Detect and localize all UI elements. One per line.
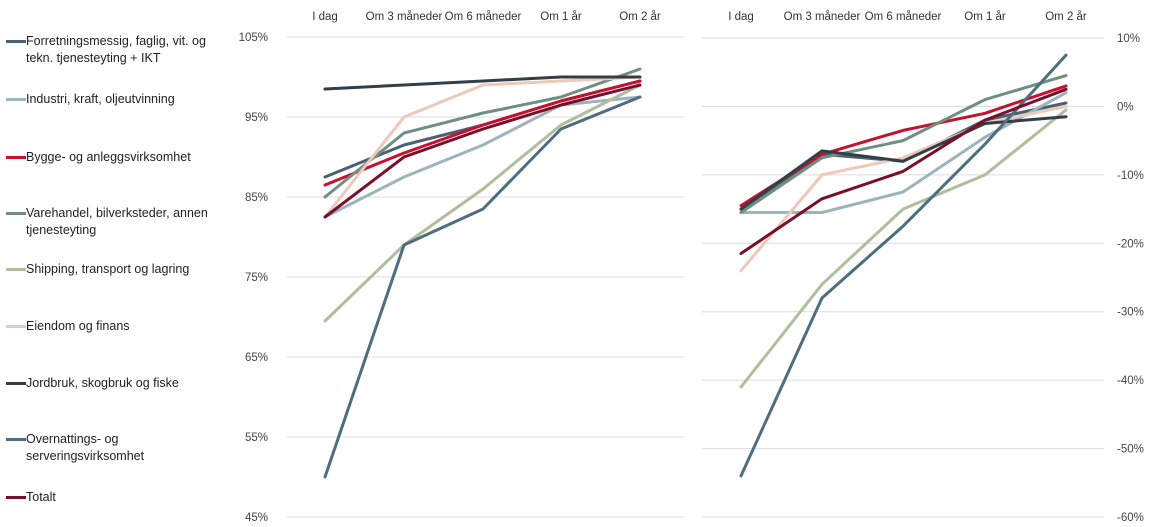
y-tick-label: -20% — [1117, 238, 1144, 250]
x-tick-label: Om 2 år — [1045, 11, 1087, 23]
legend-swatch — [6, 382, 26, 385]
x-tick-label: Om 2 år — [619, 11, 661, 23]
legend-item: Totalt — [6, 489, 231, 506]
series-line — [323, 75, 642, 219]
series-line — [323, 83, 642, 219]
y-tick-label: 10% — [1117, 33, 1140, 45]
series-line — [323, 67, 642, 199]
series-line — [739, 104, 1068, 273]
y-tick-label: 55% — [245, 432, 268, 444]
legend-swatch — [6, 156, 26, 159]
legend-swatch — [6, 268, 26, 271]
y-tick-label: -60% — [1117, 512, 1144, 524]
x-tick-label: Om 3 måneder — [784, 11, 861, 23]
y-tick-label: -30% — [1117, 307, 1144, 319]
y-tick-label: 45% — [245, 512, 268, 524]
legend-swatch — [6, 325, 26, 328]
y-tick-label: 95% — [245, 112, 268, 124]
legend: Forretningsmessig, faglig, vit. og tekn.… — [0, 0, 235, 527]
legend-label: Totalt — [26, 490, 56, 504]
x-tick-label: Om 6 måneder — [445, 11, 522, 23]
legend-label: Eiendom og finans — [26, 319, 130, 333]
legend-item: Industri, kraft, oljeutvinning — [6, 91, 231, 108]
legend-item: Varehandel, bilverksteder, annen tjenest… — [6, 205, 231, 239]
series-line — [323, 75, 642, 91]
series-line — [323, 95, 642, 479]
series-line — [739, 115, 1068, 211]
legend-swatch — [6, 40, 26, 43]
legend-label: Forretningsmessig, faglig, vit. og tekn.… — [26, 34, 206, 65]
series-line — [739, 84, 1068, 208]
x-tick-label: Om 6 måneder — [865, 11, 942, 23]
legend-swatch — [6, 438, 26, 441]
legend-item: Forretningsmessig, faglig, vit. og tekn.… — [6, 33, 231, 67]
x-tick-label: I dag — [728, 11, 754, 23]
x-tick-label: I dag — [312, 11, 338, 23]
legend-label: Jordbruk, skogbruk og fiske — [26, 376, 179, 390]
x-tick-label: Om 1 år — [964, 11, 1006, 23]
y-tick-label: -40% — [1117, 375, 1144, 387]
legend-item: Shipping, transport og lagring — [6, 261, 231, 278]
series-line — [739, 87, 1068, 255]
y-tick-label: -10% — [1117, 170, 1144, 182]
series-line — [323, 83, 642, 323]
x-tick-label: Om 1 år — [540, 11, 582, 23]
legend-label: Industri, kraft, oljeutvinning — [26, 92, 175, 106]
x-tick-label: Om 3 måneder — [366, 11, 443, 23]
legend-label: Varehandel, bilverksteder, annen tjenest… — [26, 206, 208, 237]
series-line — [323, 79, 642, 187]
series-line — [323, 95, 642, 219]
y-tick-label: 85% — [245, 192, 268, 204]
y-tick-label: 75% — [245, 272, 268, 284]
legend-item: Overnattings- og serveringsvirksomhet — [6, 431, 231, 465]
legend-label: Bygge- og anleggsvirksomhet — [26, 150, 191, 164]
legend-label: Shipping, transport og lagring — [26, 262, 190, 276]
legend-swatch — [6, 212, 26, 215]
legend-item: Bygge- og anleggsvirksomhet — [6, 149, 231, 166]
legend-item: Jordbruk, skogbruk og fiske — [6, 375, 231, 392]
legend-swatch — [6, 98, 26, 101]
legend-label: Overnattings- og serveringsvirksomhet — [26, 432, 145, 463]
legend-item: Eiendom og finans — [6, 318, 231, 335]
y-tick-label: 105% — [239, 32, 268, 44]
chart-panel-2: 10% 0% -10% -20% -30% -40% -50% -60% I dag Om 3 m… — [702, 11, 1144, 524]
chart-panel-1: 45%55%65%75%85%95%105%I dag Om 3 måneder O… — [239, 11, 684, 524]
series-line — [739, 108, 1068, 389]
y-tick-label: -50% — [1117, 444, 1144, 456]
y-tick-label: 65% — [245, 352, 268, 364]
series-line — [739, 74, 1068, 214]
legend-swatch — [6, 496, 26, 499]
series-line — [739, 53, 1068, 478]
y-tick-label: 0% — [1117, 101, 1134, 113]
